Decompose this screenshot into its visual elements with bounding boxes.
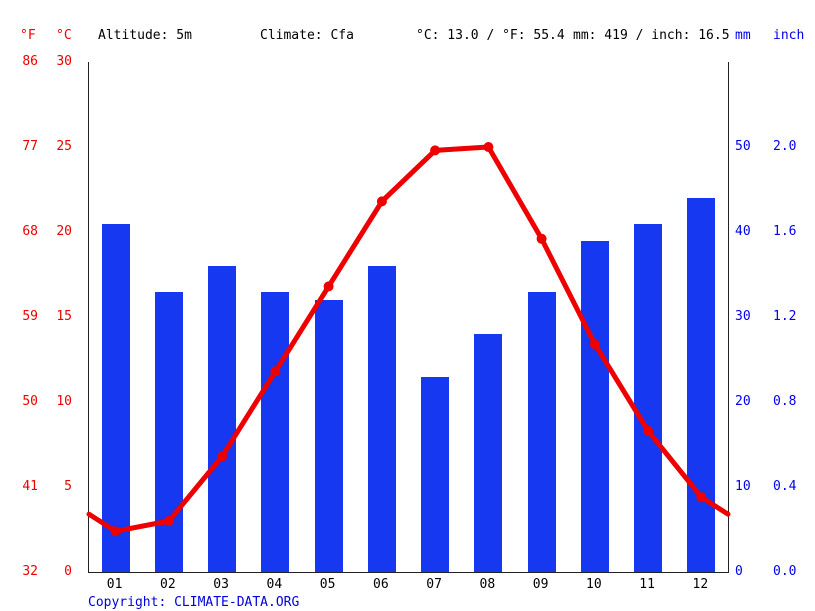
- month-label-03: 03: [213, 577, 229, 592]
- right-axis-label-inch: 2.0: [773, 139, 797, 154]
- right-axis-label-mm: 0: [735, 564, 743, 579]
- inch-unit-label: inch: [773, 28, 805, 43]
- temperature-point-10: [589, 339, 600, 350]
- temperature-point-01: [110, 526, 121, 537]
- precip-bar-11: [634, 223, 663, 572]
- copyright-prefix: Copyright:: [88, 595, 175, 610]
- climate-data-link[interactable]: CLIMATE-DATA.ORG: [174, 595, 300, 610]
- right-axis-label-inch: 1.2: [773, 309, 797, 324]
- temperature-point-07: [430, 145, 441, 156]
- climate-type-label: Climate: Cfa: [260, 28, 354, 43]
- temperature-point-12: [696, 492, 707, 503]
- month-label-10: 10: [586, 577, 602, 592]
- temperature-point-09: [536, 233, 547, 244]
- left-axis-label-f: 68: [22, 224, 38, 239]
- temperature-point-06: [376, 196, 387, 207]
- left-axis-label-c: 25: [56, 139, 72, 154]
- precip-bar-04: [261, 291, 290, 572]
- month-label-06: 06: [373, 577, 389, 592]
- precipitation-summary: mm: 419 / inch: 16.5: [573, 28, 730, 43]
- temperature-line-layer: [86, 142, 731, 537]
- month-label-12: 12: [692, 577, 709, 592]
- left-axis-label-c: 5: [64, 479, 72, 494]
- left-axis-label-c: 0: [64, 564, 72, 579]
- right-axis-label-mm: 30: [735, 309, 751, 324]
- left-axis-label-f: 41: [22, 479, 38, 494]
- month-label-05: 05: [319, 577, 336, 592]
- left-axis-label-f: 86: [22, 54, 38, 69]
- precip-bar-01: [101, 223, 130, 572]
- precip-bar-08: [474, 334, 503, 572]
- right-axis-label-mm: 40: [735, 224, 751, 239]
- left-axis-label-c: 20: [56, 224, 72, 239]
- precip-bar-06: [367, 266, 396, 572]
- right-axis-label-mm: 50: [735, 139, 751, 154]
- temperature-point-11: [643, 425, 654, 436]
- left-axis-label-f: 32: [22, 564, 38, 579]
- month-label-09: 09: [532, 577, 549, 592]
- month-label-01: 01: [106, 577, 123, 592]
- plot-area: [86, 62, 731, 573]
- temperature-line: [86, 144, 731, 534]
- month-label-11: 11: [639, 577, 655, 592]
- temperature-point-08: [483, 142, 494, 152]
- left-axis-label-c: 30: [56, 54, 72, 69]
- month-label-08: 08: [479, 577, 496, 592]
- left-axis-label-c: 15: [56, 309, 72, 324]
- temperature-point-04: [270, 366, 281, 377]
- left-axis-label-f: 59: [22, 309, 38, 324]
- precip-bar-03: [208, 266, 237, 572]
- temperature-point-02: [163, 516, 174, 526]
- temperature-point-05: [323, 281, 334, 292]
- precip-bar-12: [687, 198, 716, 572]
- left-axis-label-f: 77: [22, 139, 38, 154]
- right-axis-label-inch: 0.8: [773, 394, 797, 409]
- precip-bar-07: [421, 376, 450, 572]
- temperature-summary: °C: 13.0 / °F: 55.4: [416, 28, 565, 43]
- month-label-02: 02: [160, 577, 176, 592]
- left-axis-label-c: 10: [56, 394, 72, 409]
- c-unit-label: °C: [56, 28, 72, 43]
- right-axis-label-inch: 0.4: [773, 479, 797, 494]
- right-axis-label-mm: 10: [735, 479, 751, 494]
- f-unit-label: °F: [20, 28, 36, 43]
- mm-unit-label: mm: [735, 28, 751, 43]
- temperature-point-03: [217, 451, 228, 462]
- precip-bar-09: [527, 291, 556, 572]
- left-axis-label-f: 50: [22, 394, 38, 409]
- copyright: Copyright: CLIMATE-DATA.ORG: [88, 595, 299, 610]
- altitude-label: Altitude: 5m: [98, 28, 192, 43]
- right-axis-label-inch: 1.6: [773, 224, 797, 239]
- precip-bar-10: [580, 240, 609, 572]
- month-label-04: 04: [266, 577, 283, 592]
- month-label-07: 07: [426, 577, 442, 592]
- right-axis-label-inch: 0.0: [773, 564, 797, 579]
- right-axis-label-mm: 20: [735, 394, 751, 409]
- precip-bar-05: [314, 300, 343, 572]
